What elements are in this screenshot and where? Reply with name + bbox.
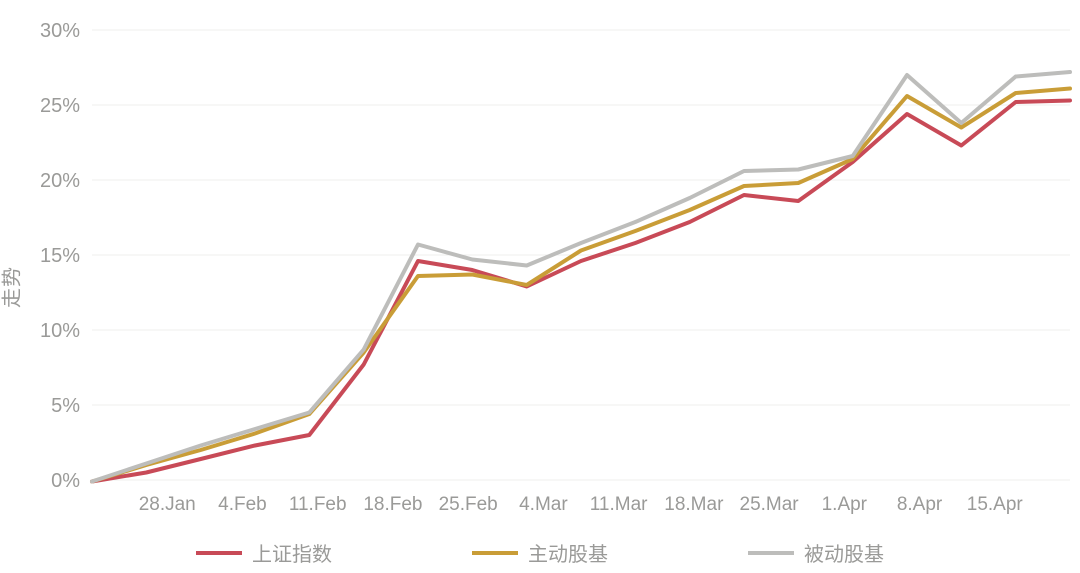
series-line-2 (92, 72, 1070, 482)
x-tick-label: 25.Mar (740, 494, 800, 515)
x-tick-label: 18.Mar (664, 494, 724, 515)
legend-label-2: 被动股基 (804, 538, 884, 567)
legend-label-0: 上证指数 (252, 538, 332, 567)
y-tick-label: 10% (40, 320, 80, 342)
x-tick-label: 18.Feb (363, 494, 422, 515)
y-tick-label: 30% (40, 20, 80, 42)
series-line-0 (92, 101, 1070, 482)
x-tick-label: 1.Apr (822, 494, 868, 515)
legend-swatch-0 (196, 551, 242, 555)
legend-swatch-2 (748, 551, 794, 555)
x-tick-label: 8.Apr (897, 494, 943, 515)
x-tick-label: 25.Feb (439, 494, 498, 515)
legend-item-0: 上证指数 (196, 538, 332, 567)
legend-item-1: 主动股基 (472, 538, 608, 567)
chart-canvas: 0% 5% 10% 15% 20% 25% 30% 28.Jan 4.Feb 11.Feb 18.F… (0, 0, 1080, 520)
y-tick-label: 5% (51, 395, 80, 417)
series-line-1 (92, 89, 1070, 482)
x-tick-label: 4.Feb (218, 494, 267, 515)
legend-item-2: 被动股基 (748, 538, 884, 567)
x-tick-label: 11.Mar (590, 494, 648, 515)
legend: 上证指数 主动股基 被动股基 (0, 538, 1080, 567)
y-tick-label: 20% (40, 170, 80, 192)
line-chart: 走势 0% 5% 10% 15% 20% 25% 30% 28.Jan 4.Feb 11.Feb 1… (0, 0, 1080, 573)
x-tick-label: 28.Jan (139, 494, 196, 515)
y-tick-label: 15% (40, 245, 80, 267)
y-tick-label: 25% (40, 95, 80, 117)
legend-label-1: 主动股基 (528, 538, 608, 567)
y-axis-title: 走势 (0, 266, 25, 308)
legend-swatch-1 (472, 551, 518, 555)
x-tick-label: 11.Feb (289, 494, 347, 515)
y-tick-label: 0% (51, 470, 80, 492)
x-tick-label: 15.Apr (967, 494, 1024, 515)
x-tick-label: 4.Mar (519, 494, 568, 515)
